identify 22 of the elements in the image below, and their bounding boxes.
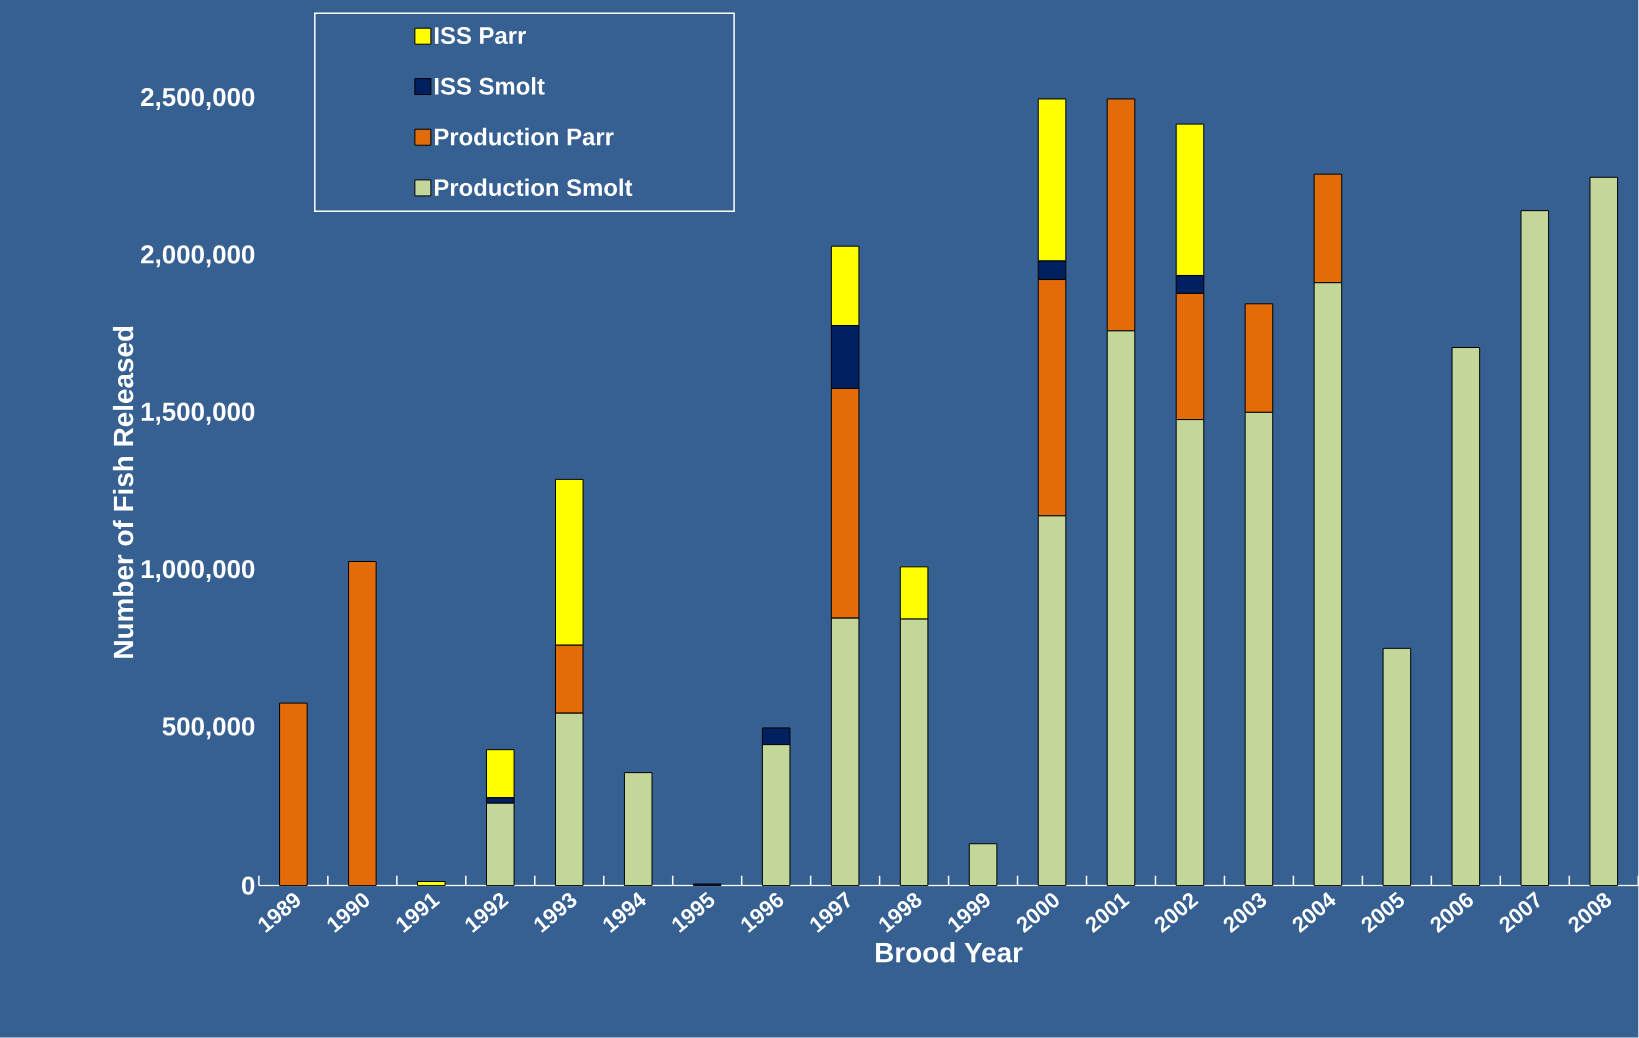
y-axis-title: Number of Fish Released [112,327,134,658]
bar [1451,347,1481,887]
bar [623,772,653,887]
y-tick-label: 500,000 [162,717,255,740]
legend-label: ISS Parr [434,27,526,45]
y-tick-label: 2,500,000 [141,88,255,111]
legend-label: Production Parr [434,128,614,146]
bar [968,843,998,887]
y-tick-label: 0 [242,876,255,895]
legend-label: Production Smolt [434,178,633,197]
bar [1520,210,1550,887]
y-tick-label: 1,000,000 [141,560,255,583]
bar [348,561,377,887]
bar [279,702,308,887]
legend-label: ISS Smolt [434,77,545,95]
y-tick-label: 1,500,000 [141,402,255,425]
bar [1382,648,1412,887]
y-tick-label: 2,000,000 [141,245,255,268]
bar [485,749,515,799]
bar [417,881,446,887]
bar [1589,177,1619,887]
x-axis-title: Brood Year [876,942,1023,963]
